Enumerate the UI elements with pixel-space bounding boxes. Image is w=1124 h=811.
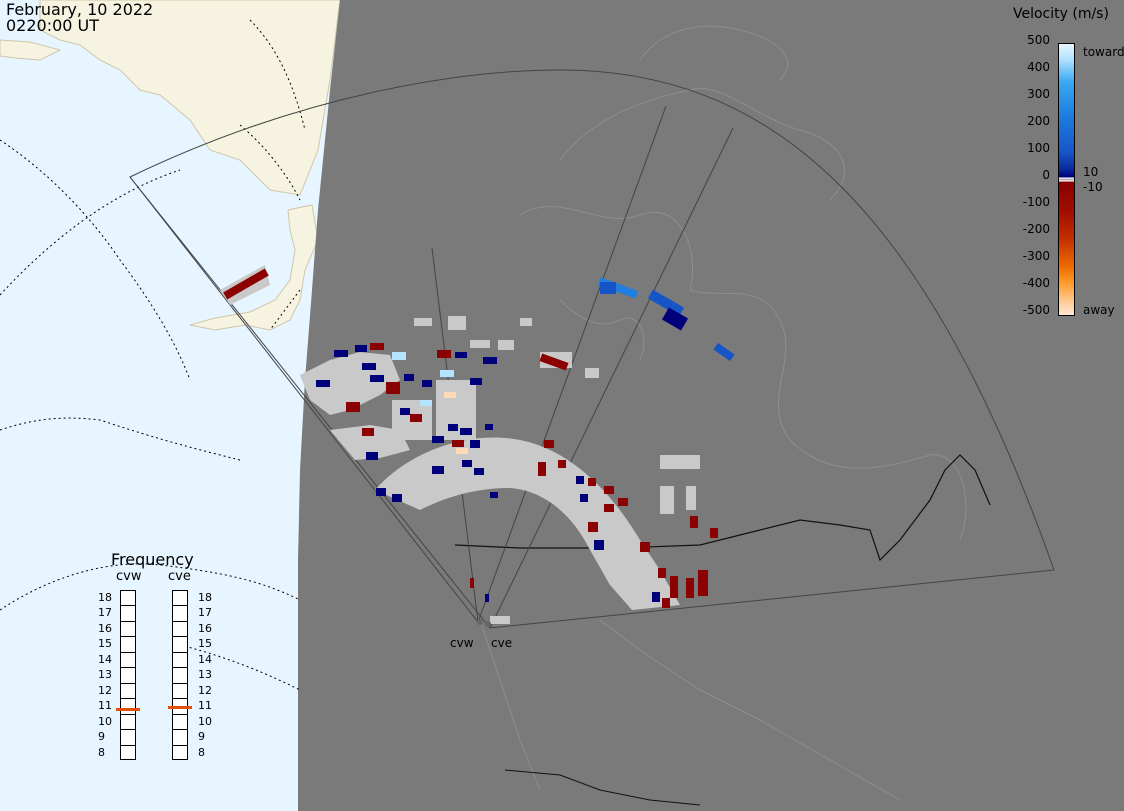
velocity-tick: 0 (1042, 168, 1050, 182)
velocity-colorbar (1058, 43, 1075, 316)
map-date: February, 10 2022 (6, 0, 154, 19)
frequency-grid-line (172, 636, 188, 638)
frequency-grid-line (172, 605, 188, 607)
frequency-label-left: 17 (98, 606, 112, 620)
frequency-grid-line (172, 667, 188, 669)
frequency-label-left: 8 (98, 745, 105, 759)
velocity-toward-label: toward (1083, 45, 1124, 59)
sunlit-land (0, 0, 341, 331)
frequency-label-left: 16 (98, 621, 112, 635)
radar-site-cvw-marker (477, 619, 483, 625)
frequency-label-right: 9 (198, 730, 205, 744)
frequency-grid-line (120, 698, 136, 700)
map-time: 0220:00 UT (6, 16, 100, 35)
frequency-label-left: 18 (98, 591, 112, 604)
radar-site-label-cve: cve (491, 636, 513, 650)
velocity-tick: 500 (1027, 33, 1050, 47)
frequency-label-right: 11 (198, 699, 212, 713)
radar-site-cve-marker (485, 621, 491, 627)
radar-site-label-cvw: cvw (450, 636, 474, 650)
frequency-label-right: 15 (198, 637, 212, 651)
frequency-label-left: 10 (98, 714, 112, 728)
frequency-label-left: 12 (98, 683, 112, 697)
velocity-tick: 300 (1027, 87, 1050, 101)
latitude-circles (0, 19, 306, 691)
frequency-marker-cvw (116, 708, 140, 711)
velocity-tick: -300 (1022, 249, 1050, 263)
frequency-grid-line (120, 744, 136, 746)
frequency-grid-line (120, 620, 136, 622)
velocity-tick: -400 (1022, 276, 1050, 290)
velocity-tick: 400 (1027, 60, 1050, 74)
frequency-label-left: 11 (98, 699, 112, 713)
frequency-label-right: 14 (198, 652, 212, 666)
velocity-cells (223, 268, 735, 608)
frequency-grid-line (172, 729, 188, 731)
velocity-legend-title: Velocity (m/s) (1013, 6, 1109, 22)
frequency-legend-title: Frequency (111, 550, 194, 569)
frequency-label-right: 10 (198, 714, 212, 728)
frequency-label-right: 13 (198, 668, 212, 682)
frequency-label-left: 14 (98, 652, 112, 666)
frequency-label-right: 12 (198, 683, 212, 697)
frequency-marker-cve (168, 706, 192, 710)
velocity-pos-threshold: 10 (1083, 165, 1099, 179)
frequency-grid-line (172, 682, 188, 684)
frequency-label-right: 17 (198, 606, 212, 620)
frequency-grid-line (120, 713, 136, 715)
frequency-grid-line (172, 744, 188, 746)
frequency-grid-line (172, 620, 188, 622)
frequency-label-left: 13 (98, 668, 112, 682)
frequency-column-cve: cve (168, 569, 191, 584)
frequency-grid-line (172, 698, 188, 700)
frequency-label-right: 8 (198, 745, 205, 759)
frequency-box-cve (172, 590, 188, 760)
frequency-grid-line (120, 667, 136, 669)
frequency-grid-line (172, 651, 188, 653)
velocity-tick: -200 (1022, 222, 1050, 236)
velocity-tick: -500 (1022, 303, 1050, 317)
frequency-box-cvw (120, 590, 136, 760)
frequency-label-left: 15 (98, 637, 112, 651)
velocity-tick: -100 (1022, 195, 1050, 209)
frequency-grid-line (120, 651, 136, 653)
velocity-neg-threshold: -10 (1083, 180, 1103, 194)
frequency-grid-line (120, 682, 136, 684)
velocity-tick: 200 (1027, 114, 1050, 128)
coastlines (479, 25, 967, 801)
frequency-grid-line (120, 636, 136, 638)
frequency-grid-line (120, 605, 136, 607)
frequency-label-right: 16 (198, 621, 212, 635)
frequency-grid-line (172, 713, 188, 715)
mexico-border (504, 769, 701, 806)
frequency-label-right: 18 (198, 591, 212, 604)
frequency-label-left: 9 (98, 730, 105, 744)
nightside-region (298, 0, 1124, 811)
frequency-column-cvw: cvw (116, 569, 142, 584)
velocity-tick: 100 (1027, 141, 1050, 155)
frequency-grid-line (120, 729, 136, 731)
velocity-away-label: away (1083, 303, 1115, 317)
